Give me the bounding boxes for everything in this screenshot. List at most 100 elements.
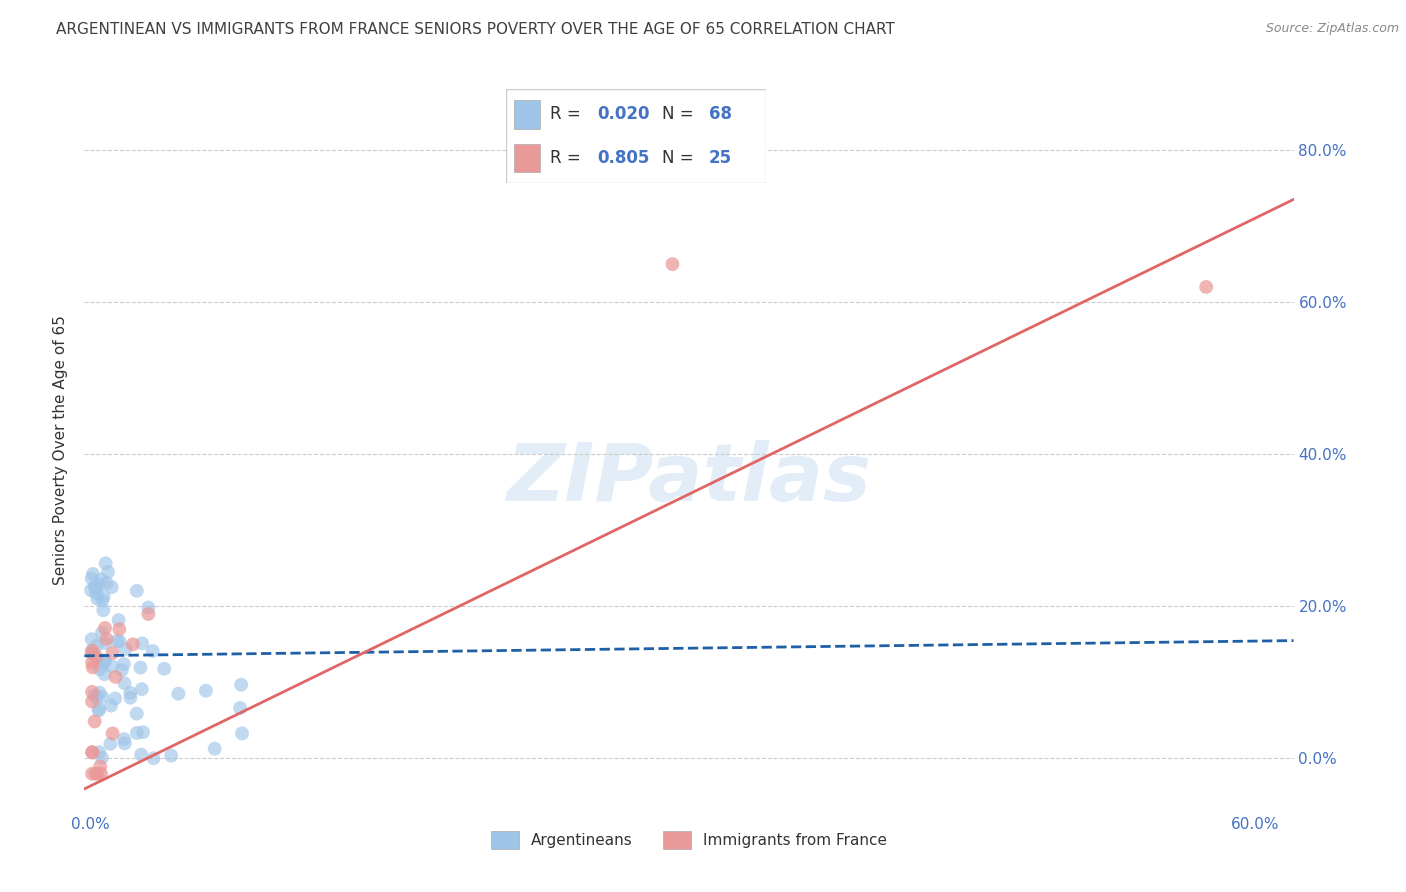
Point — [100, 580, 122, 594]
Point — [80, 583, 103, 598]
Text: ARGENTINEAN VS IMMIGRANTS FROM FRANCE SENIORS POVERTY OVER THE AGE OF 65 CORRELA: ARGENTINEAN VS IMMIGRANTS FROM FRANCE SE… — [56, 22, 896, 37]
Text: 68: 68 — [709, 105, 733, 123]
Point — [91, 690, 114, 704]
Point — [231, 678, 253, 692]
Text: R =: R = — [550, 105, 586, 123]
Point — [204, 741, 226, 756]
Text: 0.805: 0.805 — [598, 149, 650, 167]
Point — [89, 702, 111, 716]
Text: ZIPatlas: ZIPatlas — [506, 441, 872, 518]
Point — [82, 694, 104, 708]
Point — [90, 766, 112, 780]
Point — [94, 654, 117, 668]
Point — [129, 660, 152, 674]
Point — [82, 643, 104, 657]
Point — [104, 670, 127, 684]
Point — [125, 583, 148, 598]
Point — [122, 637, 145, 651]
Point — [120, 686, 142, 700]
Point — [111, 663, 134, 677]
Point — [1195, 280, 1218, 294]
Text: Source: ZipAtlas.com: Source: ZipAtlas.com — [1265, 22, 1399, 36]
Point — [132, 725, 155, 739]
Point — [83, 580, 105, 594]
Text: 25: 25 — [709, 149, 733, 167]
Point — [84, 580, 107, 594]
Point — [80, 572, 103, 586]
Point — [96, 576, 118, 591]
Point — [114, 736, 136, 750]
Point — [94, 621, 117, 635]
Point — [86, 591, 108, 606]
Point — [101, 726, 124, 740]
Point — [91, 603, 114, 617]
Point — [167, 687, 190, 701]
Point — [80, 644, 103, 658]
Text: 0.020: 0.020 — [598, 105, 650, 123]
Point — [93, 590, 115, 604]
Point — [108, 622, 131, 636]
Point — [93, 656, 115, 670]
Point — [86, 586, 108, 600]
Point — [89, 662, 111, 676]
Point — [87, 577, 110, 591]
Point — [114, 676, 136, 690]
Point — [114, 641, 136, 656]
Point — [82, 646, 104, 660]
Point — [97, 565, 120, 579]
Point — [101, 659, 124, 673]
Point — [661, 257, 683, 271]
Point — [107, 613, 129, 627]
Point — [153, 662, 176, 676]
Point — [82, 746, 104, 760]
Point — [112, 732, 135, 747]
Point — [90, 626, 112, 640]
Point — [89, 745, 111, 759]
Point — [83, 714, 105, 729]
Point — [142, 751, 165, 765]
Point — [93, 667, 115, 681]
Point — [138, 600, 160, 615]
Point — [84, 690, 107, 705]
Point — [129, 747, 152, 762]
Point — [105, 633, 128, 648]
Point — [82, 745, 104, 759]
Point — [142, 644, 165, 658]
Point — [112, 657, 135, 671]
Point — [96, 632, 118, 646]
Point — [100, 698, 122, 713]
Point — [80, 632, 103, 647]
Point — [125, 706, 148, 721]
Point — [91, 593, 114, 607]
Point — [100, 737, 122, 751]
Point — [120, 690, 142, 705]
Y-axis label: Seniors Poverty Over the Age of 65: Seniors Poverty Over the Age of 65 — [53, 316, 69, 585]
Point — [160, 748, 183, 763]
Point — [194, 683, 217, 698]
Point — [94, 557, 117, 571]
FancyBboxPatch shape — [515, 101, 540, 128]
FancyBboxPatch shape — [506, 89, 766, 183]
Text: N =: N = — [662, 105, 699, 123]
Point — [90, 750, 112, 764]
Point — [104, 691, 127, 706]
Point — [89, 759, 111, 773]
Point — [89, 686, 111, 700]
Text: R =: R = — [550, 149, 586, 167]
Point — [82, 766, 104, 780]
Point — [87, 704, 110, 718]
Point — [84, 766, 107, 780]
Point — [231, 726, 253, 740]
Point — [91, 654, 114, 668]
Legend: Argentineans, Immigrants from France: Argentineans, Immigrants from France — [485, 825, 893, 855]
Point — [101, 646, 124, 660]
Point — [83, 689, 105, 703]
Point — [82, 566, 104, 581]
Point — [86, 639, 108, 653]
FancyBboxPatch shape — [515, 144, 540, 171]
Point — [94, 636, 117, 650]
Point — [84, 649, 107, 664]
Point — [82, 660, 104, 674]
Point — [131, 636, 153, 650]
Point — [82, 685, 104, 699]
